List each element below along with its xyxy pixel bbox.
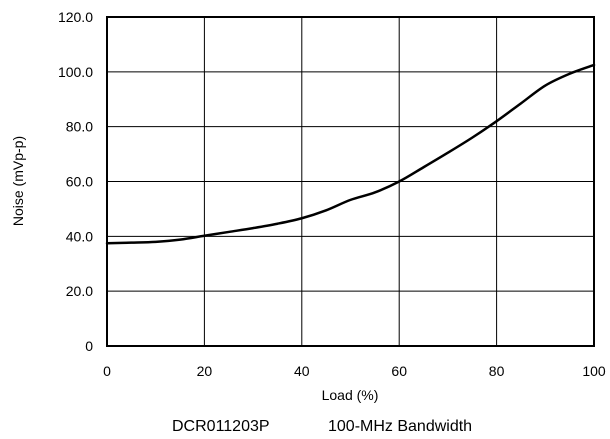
x-axis-label: Load (%) <box>322 387 379 403</box>
x-axis-ticks: 0 20 40 60 80 100 <box>103 363 606 379</box>
plot-frame <box>106 16 595 347</box>
y-tick-label: 0 <box>85 338 93 354</box>
x-tick-label: 100 <box>582 363 606 379</box>
y-tick-label: 60.0 <box>66 174 93 190</box>
y-tick-label: 80.0 <box>66 119 93 135</box>
grid-lines <box>107 17 594 346</box>
x-tick-label: 40 <box>294 363 310 379</box>
y-tick-label: 20.0 <box>66 283 93 299</box>
y-tick-label: 40.0 <box>66 228 93 244</box>
y-axis-ticks: 0 20.0 40.0 60.0 80.0 100.0 120.0 <box>58 9 93 354</box>
caption-device: DCR011203P <box>172 418 270 435</box>
x-tick-label: 20 <box>197 363 213 379</box>
y-tick-label: 100.0 <box>58 64 93 80</box>
x-tick-label: 80 <box>489 363 505 379</box>
noise-series-line <box>105 63 596 245</box>
x-tick-label: 0 <box>103 363 111 379</box>
x-tick-label: 60 <box>391 363 407 379</box>
caption-bandwidth: 100-MHz Bandwidth <box>328 418 472 435</box>
y-axis-label: Noise (mVp-p) <box>10 136 26 226</box>
y-tick-label: 120.0 <box>58 9 93 25</box>
